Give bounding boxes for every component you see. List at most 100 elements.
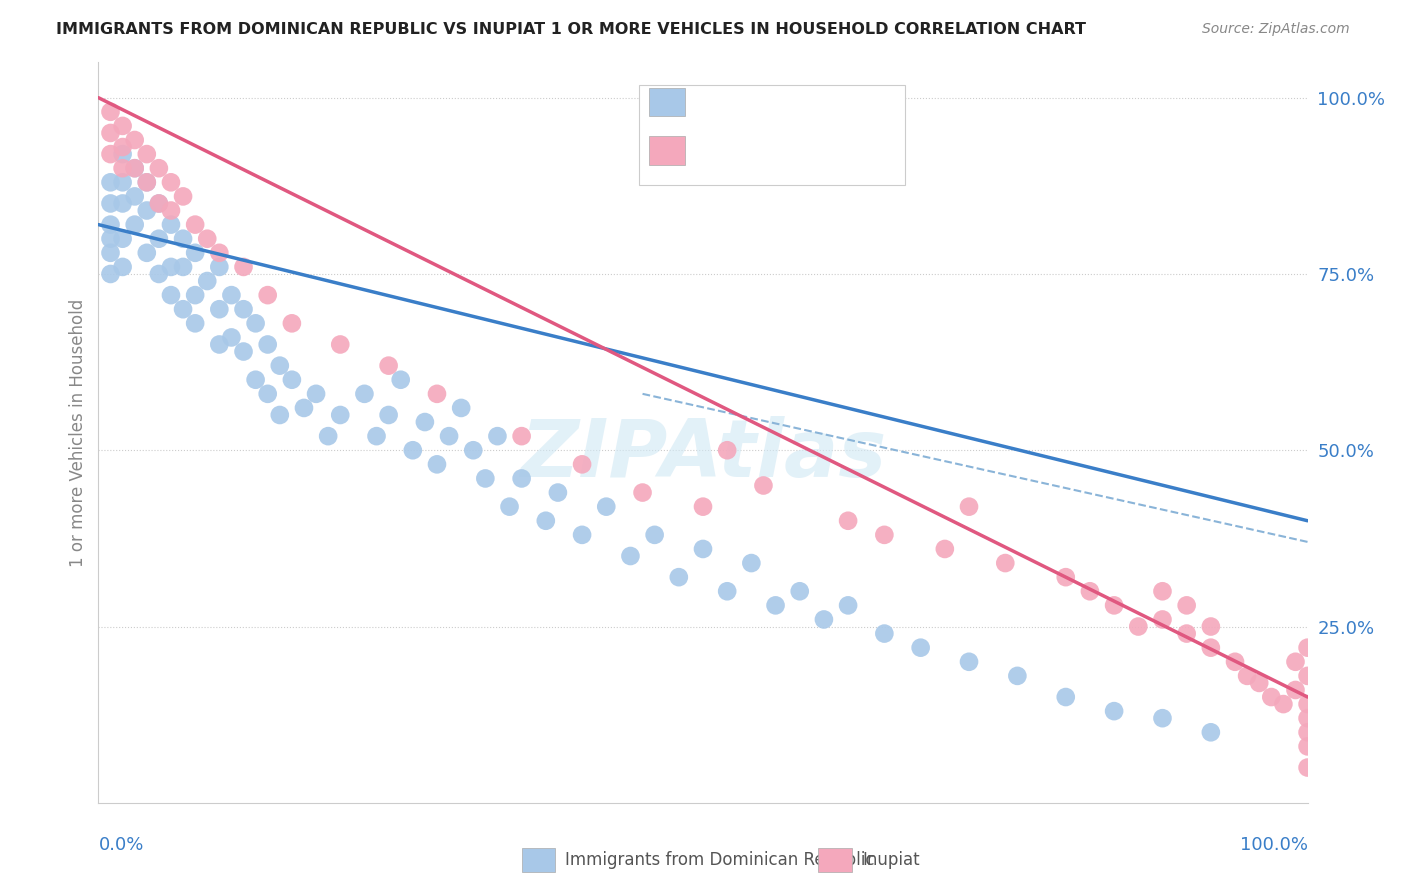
Point	[124, 161, 146, 176]
Text: IMMIGRANTS FROM DOMINICAN REPUBLIC VS INUPIAT 1 OR MORE VEHICLES IN HOUSEHOLD CO: IMMIGRANTS FROM DOMINICAN REPUBLIC VS IN…	[56, 22, 1087, 37]
Point	[426, 458, 449, 472]
Point	[631, 485, 654, 500]
Point	[716, 584, 738, 599]
Point	[281, 373, 304, 387]
Point	[353, 387, 375, 401]
Point	[111, 140, 134, 154]
Text: Inupiat: Inupiat	[863, 851, 921, 869]
FancyBboxPatch shape	[818, 848, 852, 871]
Point	[135, 175, 157, 189]
Point	[160, 203, 183, 218]
Point	[100, 175, 122, 189]
Point	[571, 528, 593, 542]
Point	[184, 288, 207, 302]
FancyBboxPatch shape	[648, 136, 685, 165]
Point	[1199, 725, 1222, 739]
Point	[172, 260, 194, 274]
Point	[100, 147, 122, 161]
Point	[208, 245, 231, 260]
Point	[160, 175, 183, 189]
Point	[1054, 570, 1077, 584]
Point	[124, 161, 146, 176]
FancyBboxPatch shape	[522, 848, 555, 871]
Text: 0.0%: 0.0%	[98, 836, 143, 855]
Point	[740, 556, 762, 570]
Point	[245, 316, 267, 330]
Point	[1102, 599, 1125, 613]
Point	[221, 330, 243, 344]
Point	[934, 541, 956, 556]
Point	[208, 337, 231, 351]
Point	[256, 337, 278, 351]
Point	[208, 302, 231, 317]
Point	[547, 485, 569, 500]
Point	[100, 267, 122, 281]
Point	[619, 549, 641, 563]
Point	[124, 218, 146, 232]
Point	[994, 556, 1017, 570]
Point	[692, 500, 714, 514]
Point	[1078, 584, 1101, 599]
Point	[510, 471, 533, 485]
Point	[668, 570, 690, 584]
Text: 59: 59	[852, 138, 877, 157]
Point	[837, 514, 859, 528]
Point	[160, 288, 183, 302]
Point	[329, 408, 352, 422]
Point	[100, 104, 122, 119]
Point	[873, 626, 896, 640]
Text: R =: R =	[695, 89, 734, 107]
Point	[184, 218, 207, 232]
Point	[1007, 669, 1029, 683]
Point	[1296, 739, 1319, 754]
Text: Immigrants from Dominican Republic: Immigrants from Dominican Republic	[565, 851, 875, 869]
Point	[789, 584, 811, 599]
Point	[135, 175, 157, 189]
Text: 84: 84	[852, 89, 877, 107]
Point	[1223, 655, 1246, 669]
Point	[1296, 640, 1319, 655]
Point	[1102, 704, 1125, 718]
Point	[135, 147, 157, 161]
Point	[184, 245, 207, 260]
Point	[1296, 760, 1319, 774]
Point	[232, 344, 254, 359]
Point	[172, 232, 194, 246]
Text: ZIPAtlas: ZIPAtlas	[520, 416, 886, 494]
Text: -0.238: -0.238	[740, 89, 804, 107]
Point	[111, 175, 134, 189]
Point	[160, 260, 183, 274]
Point	[1054, 690, 1077, 704]
Point	[160, 218, 183, 232]
Point	[1236, 669, 1258, 683]
Point	[413, 415, 436, 429]
Text: 100.0%: 100.0%	[1240, 836, 1308, 855]
Point	[111, 119, 134, 133]
Point	[1152, 711, 1174, 725]
Point	[765, 599, 787, 613]
Point	[1272, 697, 1295, 711]
Point	[148, 232, 170, 246]
Text: Source: ZipAtlas.com: Source: ZipAtlas.com	[1202, 22, 1350, 37]
Point	[910, 640, 932, 655]
Point	[148, 267, 170, 281]
Point	[135, 203, 157, 218]
Point	[402, 443, 425, 458]
Point	[111, 196, 134, 211]
Point	[1296, 725, 1319, 739]
Point	[148, 196, 170, 211]
Point	[437, 429, 460, 443]
Point	[221, 288, 243, 302]
Point	[644, 528, 666, 542]
Point	[1152, 612, 1174, 626]
FancyBboxPatch shape	[638, 85, 905, 185]
Point	[1128, 619, 1150, 633]
Point	[1199, 619, 1222, 633]
Point	[692, 541, 714, 556]
Point	[111, 147, 134, 161]
Point	[281, 316, 304, 330]
Point	[873, 528, 896, 542]
Text: R =: R =	[695, 138, 734, 157]
Point	[269, 359, 291, 373]
Point	[316, 429, 339, 443]
